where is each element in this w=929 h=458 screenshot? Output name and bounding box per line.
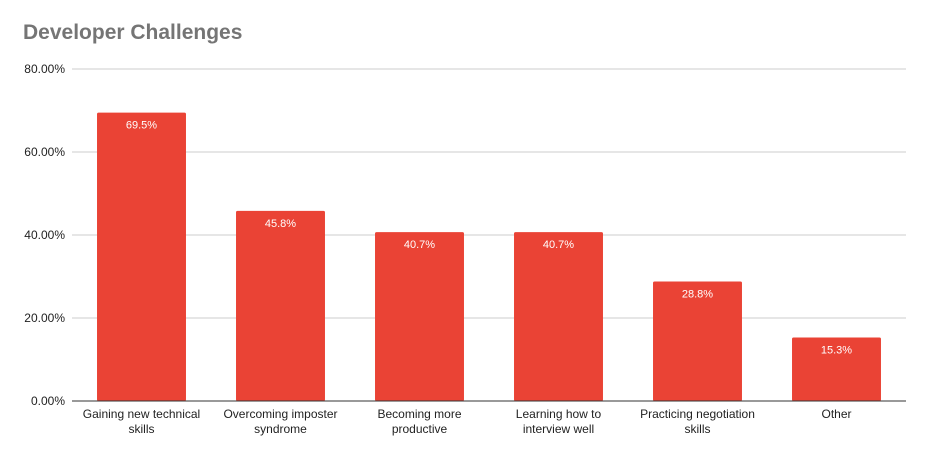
y-axis-ticks: 0.00% 20.00% 40.00% 60.00% 80.00%: [24, 62, 65, 408]
x-axis-labels: Gaining new technical skills Overcoming im…: [83, 407, 852, 436]
gridlines: [72, 68, 906, 319]
data-label: 28.8%: [682, 288, 713, 300]
x-category-label: Other: [821, 407, 851, 421]
y-tick-label: 80.00%: [24, 62, 65, 76]
bar: [97, 112, 186, 401]
x-category-label: Learning how to interview well: [516, 407, 602, 436]
bar: [653, 281, 742, 401]
x-category-label: Practicing negotiation skills: [640, 407, 755, 436]
y-tick-label: 0.00%: [31, 394, 65, 408]
y-tick-label: 40.00%: [24, 228, 65, 242]
bar: [375, 232, 464, 401]
y-tick-label: 20.00%: [24, 311, 65, 325]
bar: [514, 232, 603, 401]
data-label: 15.3%: [821, 345, 852, 357]
chart-title: Developer Challenges: [23, 21, 243, 44]
bar: [236, 210, 325, 401]
data-label: 40.7%: [404, 239, 435, 251]
x-category-label: Overcoming imposter syndrome: [223, 407, 337, 436]
bars: [97, 112, 881, 401]
data-label: 69.5%: [126, 120, 157, 132]
data-label: 40.7%: [543, 239, 574, 251]
bar: [792, 337, 881, 401]
x-category-label: Gaining new technical skills: [83, 407, 200, 436]
data-label: 45.8%: [265, 218, 296, 230]
y-tick-label: 60.00%: [24, 145, 65, 159]
data-labels: 69.5% 45.8% 40.7% 40.7% 28.8% 15.3%: [126, 120, 852, 357]
x-category-label: Becoming more productive: [377, 407, 461, 436]
